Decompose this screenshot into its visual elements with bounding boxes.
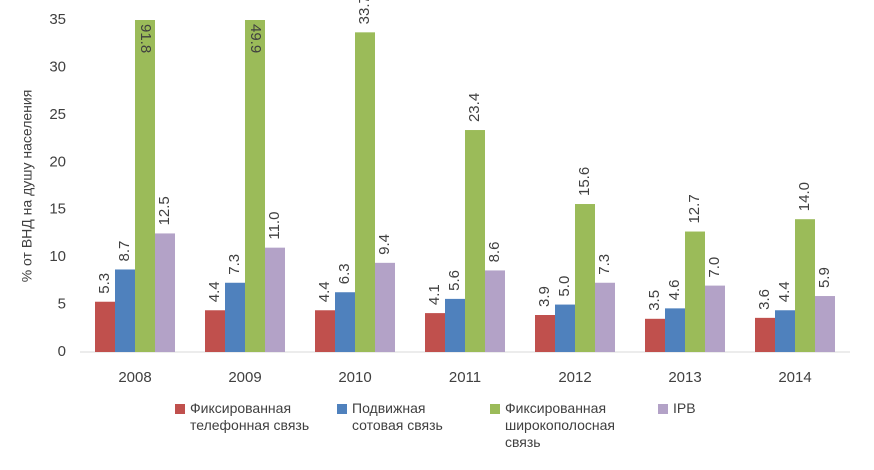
chart: % от ВНД на душу населения 0 5 10 15 20 25 30 3… — [19, 0, 850, 386]
bar — [665, 308, 685, 352]
bar — [135, 20, 155, 352]
bar — [555, 304, 575, 352]
legend-item: Подвижная сотовая связь — [337, 400, 467, 434]
value-label: 4.4 — [206, 281, 223, 302]
legend-label: Фиксированная широкополосная связь — [505, 400, 615, 450]
y-axis-title: % от ВНД на душу населения — [19, 90, 35, 283]
value-label: 7.3 — [226, 254, 243, 275]
y-tick-label: 5 — [58, 296, 66, 313]
legend-swatch — [658, 404, 668, 414]
bar — [575, 204, 595, 352]
legend-swatch — [490, 404, 500, 414]
bar — [445, 298, 465, 352]
legend: Фиксированная телефонная связь Подвижная … — [0, 400, 874, 470]
y-tick-label: 15 — [49, 201, 66, 218]
bar — [595, 282, 615, 352]
value-label: 9.4 — [376, 234, 393, 255]
bar — [245, 20, 265, 353]
bar — [485, 270, 505, 352]
bar — [775, 310, 795, 352]
x-tick-label: 2011 — [449, 369, 481, 386]
bar — [425, 313, 445, 352]
legend-swatch — [175, 404, 185, 414]
value-label: 3.9 — [536, 286, 553, 307]
legend-item: Фиксированная широкополосная связь — [490, 400, 640, 451]
bar — [205, 310, 225, 352]
y-tick-label: 35 — [49, 11, 66, 28]
bar — [535, 315, 555, 352]
x-tick-label: 2010 — [338, 369, 371, 386]
value-label: 15.6 — [576, 167, 593, 196]
legend-label: Фиксированная телефонная связь — [190, 400, 310, 433]
legend-label: Подвижная сотовая связь — [352, 400, 443, 433]
y-tick-label: 20 — [49, 153, 66, 170]
x-tick-label: 2009 — [228, 369, 261, 386]
value-label: 7.0 — [706, 257, 723, 278]
legend-item: IPB — [658, 400, 738, 417]
bar — [755, 317, 775, 352]
bar — [355, 32, 375, 353]
value-label: 91.8 — [137, 24, 154, 53]
bars — [95, 20, 835, 353]
value-label: 8.7 — [116, 241, 133, 262]
bar — [95, 301, 115, 352]
bar — [645, 318, 665, 352]
bar — [265, 247, 285, 352]
value-label: 8.6 — [486, 242, 503, 263]
value-label: 14.0 — [796, 182, 813, 211]
legend-label: IPB — [673, 400, 696, 416]
bar — [815, 296, 835, 352]
value-label: 23.4 — [466, 93, 483, 122]
x-tick-label: 2014 — [778, 369, 811, 386]
value-label: 7.3 — [596, 254, 613, 275]
value-label: 4.4 — [316, 281, 333, 302]
bar — [315, 310, 335, 352]
bar — [685, 231, 705, 352]
value-label: 6.3 — [336, 263, 353, 284]
y-tick-label: 25 — [49, 106, 66, 123]
value-label: 12.5 — [156, 196, 173, 225]
bar — [375, 262, 395, 352]
y-tick-label: 0 — [58, 343, 66, 360]
bar — [335, 292, 355, 352]
x-tick-label: 2012 — [558, 369, 591, 386]
bar — [465, 130, 485, 352]
value-label: 4.4 — [776, 281, 793, 302]
value-label: 3.5 — [646, 290, 663, 311]
value-label: 3.6 — [756, 289, 773, 310]
value-label: 4.1 — [426, 284, 443, 305]
value-label: 5.6 — [446, 270, 463, 291]
y-tick-label: 10 — [49, 248, 66, 265]
bar — [115, 269, 135, 352]
value-label: 12.7 — [686, 194, 703, 223]
x-tick-label: 2013 — [668, 369, 701, 386]
value-label: 11.0 — [266, 212, 283, 240]
value-label: 33.7 — [356, 0, 373, 24]
bar — [795, 219, 815, 352]
bar — [225, 282, 245, 352]
value-label: 5.3 — [96, 273, 113, 294]
value-label: 5.9 — [816, 267, 833, 288]
value-label: 4.6 — [666, 280, 683, 301]
legend-item: Фиксированная телефонная связь — [175, 400, 325, 434]
value-label: 5.0 — [556, 276, 573, 297]
value-label: 49.9 — [247, 24, 264, 53]
bar — [155, 233, 175, 352]
x-tick-label: 2008 — [118, 369, 151, 386]
legend-swatch — [337, 404, 347, 414]
y-tick-label: 30 — [49, 58, 66, 75]
bar — [705, 285, 725, 352]
